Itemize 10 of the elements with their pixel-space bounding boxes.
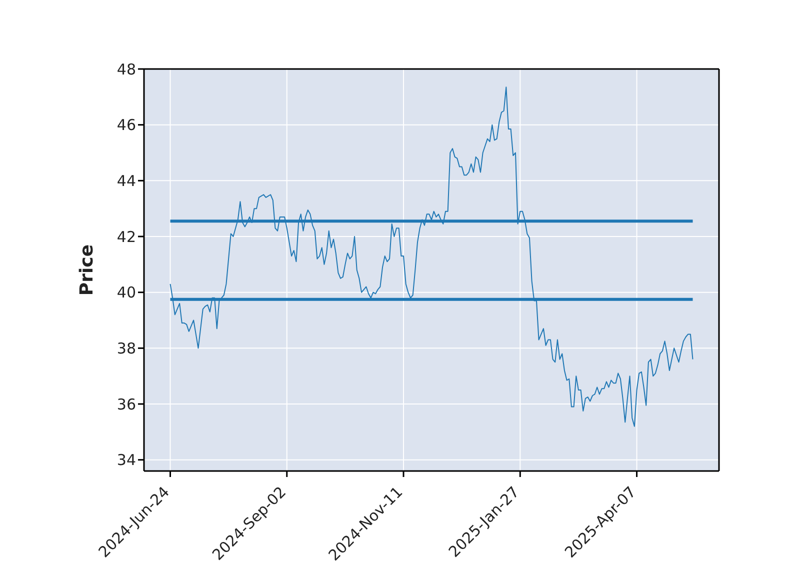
y-tick-label: 40: [116, 284, 136, 302]
line-series: [170, 86, 694, 427]
y-tick-label: 44: [116, 172, 136, 190]
y-tick-label: 36: [116, 395, 136, 414]
y-tick-label: 42: [116, 228, 136, 246]
y-axis-title: Price: [76, 244, 98, 296]
y-tick-label: 46: [116, 116, 136, 134]
y-tick-label: 34: [116, 451, 136, 470]
y-tick-label: 48: [116, 60, 136, 78]
y-tick-label: 38: [116, 339, 136, 358]
